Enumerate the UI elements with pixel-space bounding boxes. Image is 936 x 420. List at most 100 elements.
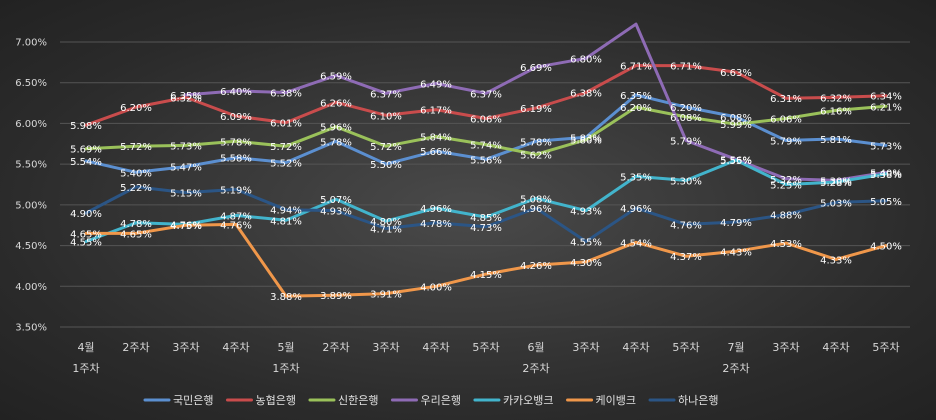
data-label: 6.16%: [820, 106, 852, 117]
data-label: 5.40%: [870, 168, 902, 179]
data-label: 4.53%: [770, 239, 802, 250]
data-label: 4.79%: [720, 218, 752, 229]
data-label: 4.88%: [770, 211, 802, 222]
data-label: 5.22%: [120, 183, 152, 194]
data-label: 4.54%: [620, 238, 652, 249]
x-axis: 4월 1주차 2주차 3주차 4주차 5월 1주차 2주차 3주차 4주차 5주차 6월 2주차 3주차 4…: [72, 341, 899, 375]
data-label: 6.71%: [670, 62, 702, 73]
data-label: 4.78%: [120, 219, 152, 230]
legend-label: 신한은행: [338, 394, 378, 407]
data-label: 5.08%: [520, 194, 552, 205]
data-label: 4.96%: [420, 204, 452, 215]
data-label: 5.28%: [820, 178, 852, 189]
x-tick-label: 2주차: [322, 341, 349, 354]
data-label: 5.07%: [320, 195, 352, 206]
data-label: 5.72%: [370, 142, 402, 153]
legend-label: 카카오뱅크: [503, 394, 554, 407]
x-tick-label: 5월: [277, 341, 294, 354]
data-label: 5.19%: [220, 185, 252, 196]
data-label: 6.40%: [220, 87, 252, 98]
series-line-0: [84, 93, 888, 174]
data-label: 4.73%: [470, 223, 502, 234]
data-label: 5.72%: [120, 142, 152, 153]
x-tick-label: 4주차: [222, 341, 249, 354]
data-label: 5.55%: [720, 156, 752, 167]
data-label: 5.72%: [270, 142, 302, 153]
data-label: 4.81%: [270, 216, 302, 227]
data-label: 6.35%: [620, 91, 652, 102]
x-tick-label: 4주차: [622, 341, 649, 354]
series-lines: [84, 22, 888, 298]
data-label: 6.19%: [520, 104, 552, 115]
data-label: 5.69%: [70, 145, 102, 156]
y-tick-label: 4.00%: [15, 282, 47, 293]
data-label: 6.71%: [620, 62, 652, 73]
data-label: 5.56%: [470, 155, 502, 166]
legend-item-1: 농협은행: [225, 394, 296, 407]
data-label: 6.08%: [720, 113, 752, 124]
data-label: 4.15%: [470, 270, 502, 281]
data-label: 4.30%: [570, 258, 602, 269]
y-tick-label: 7.00%: [15, 38, 47, 49]
x-tick-label: 4주차: [822, 341, 849, 354]
data-label: 3.89%: [320, 291, 352, 302]
data-label: 5.80%: [570, 136, 602, 147]
data-label: 5.98%: [70, 121, 102, 132]
data-label: 6.49%: [420, 80, 452, 91]
data-label: 4.87%: [220, 211, 252, 222]
data-label: 4.90%: [70, 209, 102, 220]
data-label: 4.85%: [470, 213, 502, 224]
data-label: 4.26%: [520, 261, 552, 272]
legend-item-4: 카카오뱅크: [473, 394, 554, 407]
legend-label: 케이뱅크: [596, 394, 636, 407]
x-tick-label: 5주차: [672, 341, 699, 354]
legend-item-0: 국민은행: [143, 394, 213, 407]
data-label: 4.93%: [570, 207, 602, 218]
series-line-5: [84, 222, 888, 298]
data-label: 3.91%: [370, 290, 402, 301]
data-label: 6.38%: [270, 88, 302, 99]
data-label: 4.37%: [670, 252, 702, 263]
data-label: 5.78%: [320, 137, 352, 148]
x-tick-label: 3주차: [772, 341, 799, 354]
data-label: 6.31%: [770, 94, 802, 105]
data-label: 6.26%: [320, 98, 352, 109]
y-tick-label: 3.50%: [15, 323, 47, 334]
data-label: 6.38%: [570, 88, 602, 99]
x-tick-label: 2주차: [722, 362, 749, 375]
data-label: 6.17%: [420, 106, 452, 117]
data-label: 6.21%: [870, 102, 902, 113]
data-label: 5.96%: [320, 123, 352, 134]
x-tick-label: 3주차: [372, 341, 399, 354]
data-label: 5.73%: [170, 141, 202, 152]
data-label: 6.06%: [770, 115, 802, 126]
x-tick-label: 4주차: [422, 341, 449, 354]
x-tick-label: 2주차: [122, 341, 149, 354]
data-label: 5.32%: [770, 175, 802, 186]
data-label: 4.43%: [720, 247, 752, 258]
data-label: 5.50%: [370, 160, 402, 171]
data-label: 5.52%: [270, 159, 302, 170]
data-label: 4.96%: [520, 204, 552, 215]
data-label: 5.56%: [720, 155, 752, 166]
x-tick-label: 3주차: [172, 341, 199, 354]
y-axis: 7.00% 6.50% 6.00% 5.50% 5.00% 4.50% 4.00% 3.50%: [15, 38, 47, 334]
data-label: 5.78%: [220, 137, 252, 148]
x-tick-label: 6월: [527, 341, 544, 354]
data-label: 4.55%: [70, 238, 102, 249]
data-label: 5.73%: [870, 141, 902, 152]
data-label: 6.59%: [320, 71, 352, 82]
series-line-3: [184, 22, 888, 182]
x-tick-label: 1주차: [72, 362, 99, 375]
y-tick-label: 6.50%: [15, 78, 47, 89]
data-label: 6.20%: [120, 103, 152, 114]
data-label: 5.30%: [670, 176, 702, 187]
data-label: 6.35%: [170, 91, 202, 102]
series-line-2: [84, 104, 888, 156]
data-label: 4.76%: [170, 220, 202, 231]
legend-label: 하나은행: [678, 393, 718, 407]
x-tick-label: 1주차: [272, 362, 299, 375]
data-label: 3.88%: [270, 292, 302, 303]
y-tick-label: 4.50%: [15, 241, 47, 252]
